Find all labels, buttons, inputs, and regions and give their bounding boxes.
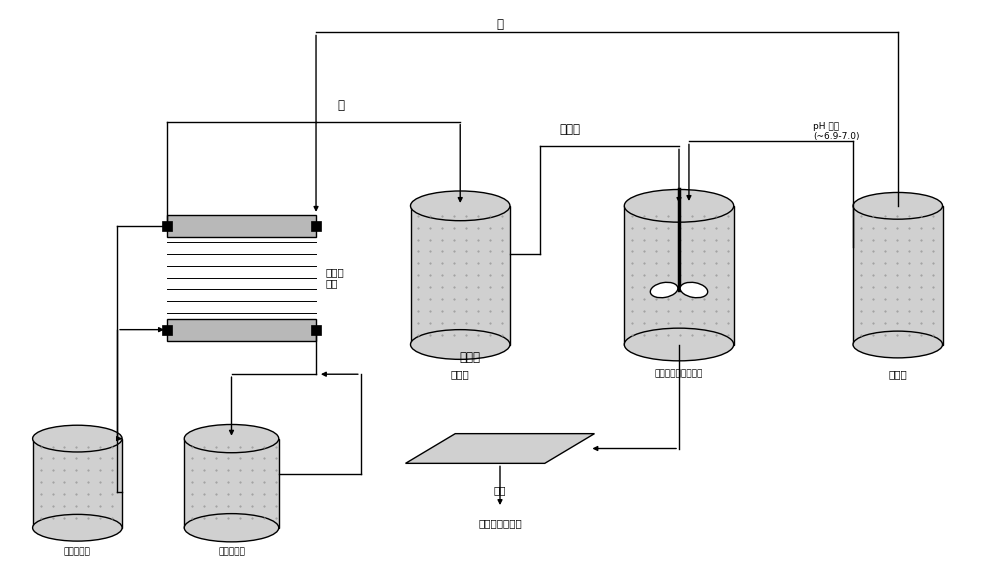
Text: 碱: 碱 [337,99,344,112]
Text: 酸储罐: 酸储罐 [888,369,907,379]
Ellipse shape [853,331,943,358]
Bar [311,325,321,335]
Bar [311,221,321,230]
Text: 非水溢性有机酸: 非水溢性有机酸 [478,518,522,528]
Text: 酸: 酸 [496,18,504,30]
Text: pH 控制
(~6.9-7.0): pH 控制 (~6.9-7.0) [813,122,860,141]
Bar [853,206,943,345]
Ellipse shape [184,425,279,453]
Ellipse shape [33,425,122,452]
Text: 过滤: 过滤 [494,485,506,495]
Text: 硫酸钓: 硫酸钓 [460,352,481,364]
Ellipse shape [624,190,734,222]
Text: 碱水解: 碱水解 [559,123,580,136]
Ellipse shape [680,283,708,298]
Bar [33,439,122,528]
Bar [162,221,172,230]
Ellipse shape [624,328,734,361]
Text: 碱储罐: 碱储罐 [451,369,470,379]
Ellipse shape [33,514,122,541]
Ellipse shape [184,514,279,542]
Ellipse shape [411,329,510,359]
Text: 硫酸钓储罐: 硫酸钓储罐 [218,548,245,556]
Ellipse shape [411,191,510,221]
Text: 双极膜
膜堆: 双极膜 膜堆 [326,267,345,288]
Bar [624,206,734,345]
Bar [162,325,172,335]
Text: 电极液储罐: 电极液储罐 [64,548,91,556]
Bar [411,206,510,345]
Ellipse shape [650,283,678,298]
Text: 非水溢性有机酸储罐: 非水溢性有机酸储罐 [655,369,703,378]
Bar [167,319,316,340]
Bar [167,215,316,236]
Polygon shape [406,433,594,463]
Ellipse shape [853,192,943,219]
Bar [184,439,279,528]
